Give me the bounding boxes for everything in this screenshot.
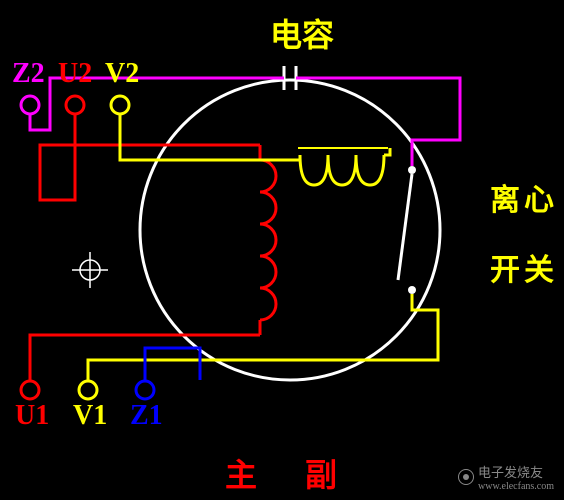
label-aux: 副 xyxy=(305,450,337,496)
label-V1: V1 xyxy=(73,400,107,432)
label-U1: U1 xyxy=(15,400,49,432)
label-Z1: Z1 xyxy=(130,400,163,432)
label-centrifugal: 离心 xyxy=(490,175,558,219)
aux-coil xyxy=(298,148,388,185)
label-switch: 开关 xyxy=(490,245,558,289)
watermark-icon xyxy=(458,469,474,485)
wire-V2 xyxy=(120,114,300,160)
label-main: 主 xyxy=(225,450,257,496)
centrifugal-switch xyxy=(398,166,416,294)
main-coil xyxy=(260,145,276,335)
label-capacitor: 电容 xyxy=(270,10,334,56)
terminal-Z2 xyxy=(21,96,39,114)
terminal-V2 xyxy=(111,96,129,114)
wire-Z1 xyxy=(145,348,200,381)
label-Z2: Z2 xyxy=(12,58,45,90)
wire-auxcoil-right xyxy=(384,148,390,155)
label-V2: V2 xyxy=(105,58,139,90)
watermark-text: 电子发烧友 xyxy=(478,462,554,481)
watermark: 电子发烧友 www.elecfans.com xyxy=(458,462,554,492)
wire-cap-switch xyxy=(296,78,460,166)
terminal-U2 xyxy=(66,96,84,114)
capacitor-symbol xyxy=(284,66,296,90)
watermark-url: www.elecfans.com xyxy=(478,481,554,492)
terminal-V1 xyxy=(79,381,97,399)
label-U2: U2 xyxy=(58,58,92,90)
wire-V1 xyxy=(88,294,438,381)
terminal-Z1 xyxy=(136,381,154,399)
wire-U2 xyxy=(40,114,260,200)
crosshair xyxy=(72,252,108,288)
terminal-U1 xyxy=(21,381,39,399)
